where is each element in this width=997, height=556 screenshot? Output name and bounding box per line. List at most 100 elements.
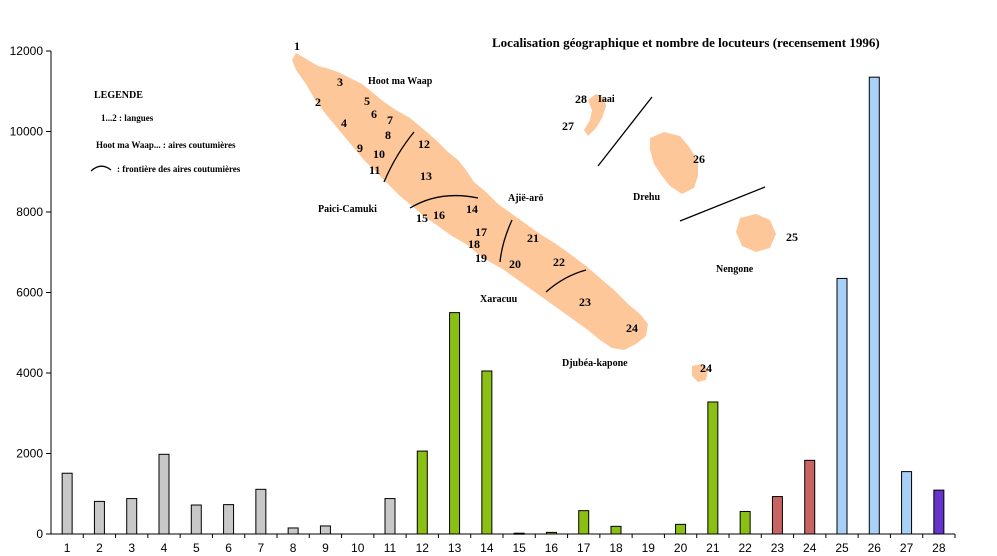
language-number: 22: [553, 255, 565, 269]
bar-language-8: [287, 527, 299, 535]
language-number: 4: [341, 116, 347, 130]
x-tick-label: 11: [384, 541, 397, 555]
language-number: 9: [357, 141, 363, 155]
language-number: 7: [387, 113, 393, 127]
x-tick-label: 27: [900, 541, 914, 555]
language-number: 24: [700, 361, 712, 375]
x-ticks: 1 2 3 4 5 6 7 8 9 10 11 12 13 14 15 16 17 18 19 20 21 22 23 24 2…: [64, 534, 956, 555]
x-tick-label: 6: [225, 541, 232, 555]
x-tick-label: 12: [416, 541, 430, 555]
x-tick-label: 18: [609, 541, 623, 555]
x-tick-label: 28: [932, 541, 946, 555]
y-tick-label: 4000: [16, 366, 43, 380]
area-label: Nengone: [716, 264, 754, 275]
x-tick-label: 17: [577, 541, 591, 555]
area-label: Djubéa-kapone: [562, 358, 628, 369]
x-tick-label: 7: [258, 541, 265, 555]
x-tick-label: 2: [96, 541, 103, 555]
x-tick-label: 21: [706, 541, 720, 555]
legend: LEGENDE 1...2 : langues Hoot ma Waap... …: [90, 90, 241, 174]
bar-language-2: [93, 500, 105, 535]
bar-language-16: [545, 531, 557, 535]
bar-language-22: [739, 510, 751, 535]
bar-language-6: [223, 504, 235, 535]
language-number: 3: [337, 75, 343, 89]
x-tick-label: 13: [448, 541, 462, 555]
x-tick-label: 14: [480, 541, 494, 555]
language-number: 19: [475, 251, 487, 265]
area-label: Xaracuu: [480, 294, 518, 305]
x-tick-label: 5: [193, 541, 200, 555]
x-tick-label: 20: [674, 541, 688, 555]
bar-language-27: [901, 471, 913, 535]
area-label: Drehu: [633, 192, 660, 203]
bar-language-5: [190, 504, 202, 535]
language-number: 14: [466, 202, 478, 216]
x-tick-label: 24: [803, 541, 817, 555]
bar-language-4: [158, 453, 170, 535]
bar-language-24: [804, 459, 816, 535]
language-number: 23: [579, 295, 591, 309]
y-tick-label: 2000: [16, 447, 43, 461]
grande-terre-island: [292, 53, 648, 350]
language-number: 18: [468, 237, 480, 251]
language-number: 13: [420, 169, 432, 183]
x-tick-label: 22: [738, 541, 752, 555]
area-label: Ajië-arö: [508, 193, 544, 204]
language-number: 26: [693, 152, 705, 166]
language-number: 20: [509, 257, 521, 271]
y-tick-label: 8000: [16, 205, 43, 219]
x-tick-label: 10: [351, 541, 365, 555]
bar-language-1: [61, 472, 73, 535]
chart-title: Localisation géographique et nombre de l…: [492, 35, 880, 50]
language-number: 17: [475, 225, 487, 239]
x-tick-label: 15: [512, 541, 526, 555]
ouvea-island: [584, 94, 606, 136]
language-number: 24: [626, 321, 638, 335]
language-number: 25: [786, 230, 798, 244]
language-number: 1: [294, 39, 300, 53]
legend-heading: LEGENDE: [94, 90, 143, 101]
bar-language-28: [933, 489, 945, 535]
mare-island: [736, 214, 776, 252]
border-line: [545, 269, 587, 293]
x-tick-label: 8: [290, 541, 297, 555]
border-line: [597, 96, 653, 167]
language-number: 11: [369, 163, 380, 177]
language-number: 8: [385, 128, 391, 142]
legend-line-languages: 1...2 : langues: [101, 113, 154, 123]
bar-language-23: [771, 496, 783, 535]
language-number: 15: [416, 211, 428, 225]
x-tick-label: 3: [128, 541, 135, 555]
x-tick-label: 1: [64, 541, 71, 555]
area-label: Paici-Camuki: [318, 204, 377, 215]
x-tick-label: 19: [642, 541, 656, 555]
bar-language-11: [384, 498, 396, 535]
y-tick-label: 6000: [16, 286, 43, 300]
area-label: Iaai: [598, 94, 615, 105]
language-number: 28: [575, 92, 587, 106]
x-tick-label: 4: [161, 541, 168, 555]
legend-line-areas: Hoot ma Waap... : aires coutumières: [96, 140, 236, 150]
language-number: 10: [373, 147, 385, 161]
language-number: 6: [371, 107, 377, 121]
legend-line-border: : frontière des aires coutumières: [117, 164, 241, 174]
bar-language-20: [675, 523, 687, 535]
y-tick-label: 12000: [10, 44, 44, 58]
bar-language-3: [126, 498, 138, 535]
x-tick-label: 9: [322, 541, 329, 555]
border-line: [679, 186, 766, 222]
bar-language-26: [868, 76, 880, 535]
bars: [61, 76, 945, 535]
bar-language-17: [578, 510, 590, 535]
bar-language-25: [836, 277, 848, 535]
language-number: 21: [527, 231, 539, 245]
bar-language-9: [319, 525, 331, 535]
bar-language-15: [513, 532, 525, 535]
border-line: [499, 219, 513, 263]
x-tick-label: 16: [545, 541, 559, 555]
language-number: 16: [433, 208, 445, 222]
bar-language-7: [255, 488, 267, 535]
bar-language-18: [610, 525, 622, 535]
bar-language-21: [707, 401, 719, 535]
